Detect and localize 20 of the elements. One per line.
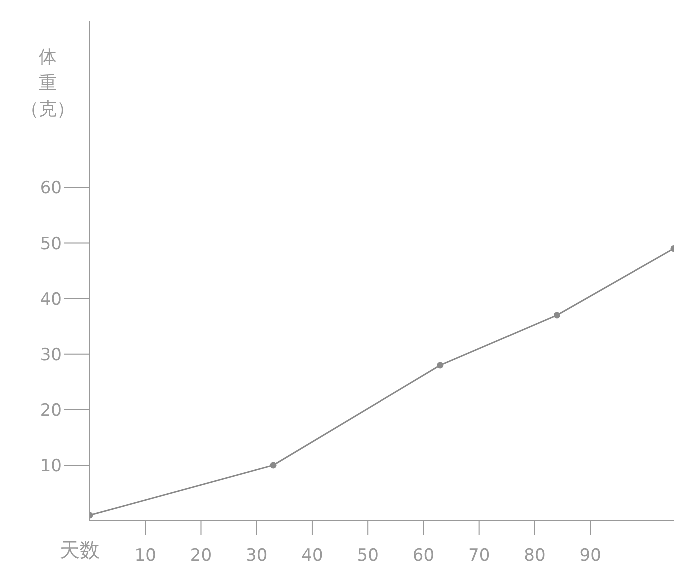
y-axis-title: 体重（克） [21, 47, 75, 120]
point [554, 312, 560, 319]
x-tick-label: 10 [134, 546, 156, 566]
x-tick-label: 60 [412, 546, 435, 566]
point [270, 462, 277, 469]
y-tick-label: 10 [40, 456, 62, 476]
x-tick-label: 50 [357, 546, 379, 566]
y-tick-label: 40 [40, 290, 62, 310]
x-tick-label: 80 [524, 546, 546, 566]
y-tick-label: 60 [40, 178, 62, 199]
y-tick-label: 30 [40, 345, 62, 366]
y-tick-label: 50 [40, 234, 62, 254]
x-tick-label: 30 [246, 546, 268, 566]
x-tick-label: 20 [190, 546, 212, 566]
point [437, 362, 444, 369]
x-tick-label: 70 [468, 546, 490, 566]
x-tick-label: 40 [302, 546, 324, 566]
y-tick-label: 20 [40, 400, 62, 421]
x-axis-title: 天数 [60, 538, 100, 562]
x-tick-label: 90 [580, 546, 602, 566]
